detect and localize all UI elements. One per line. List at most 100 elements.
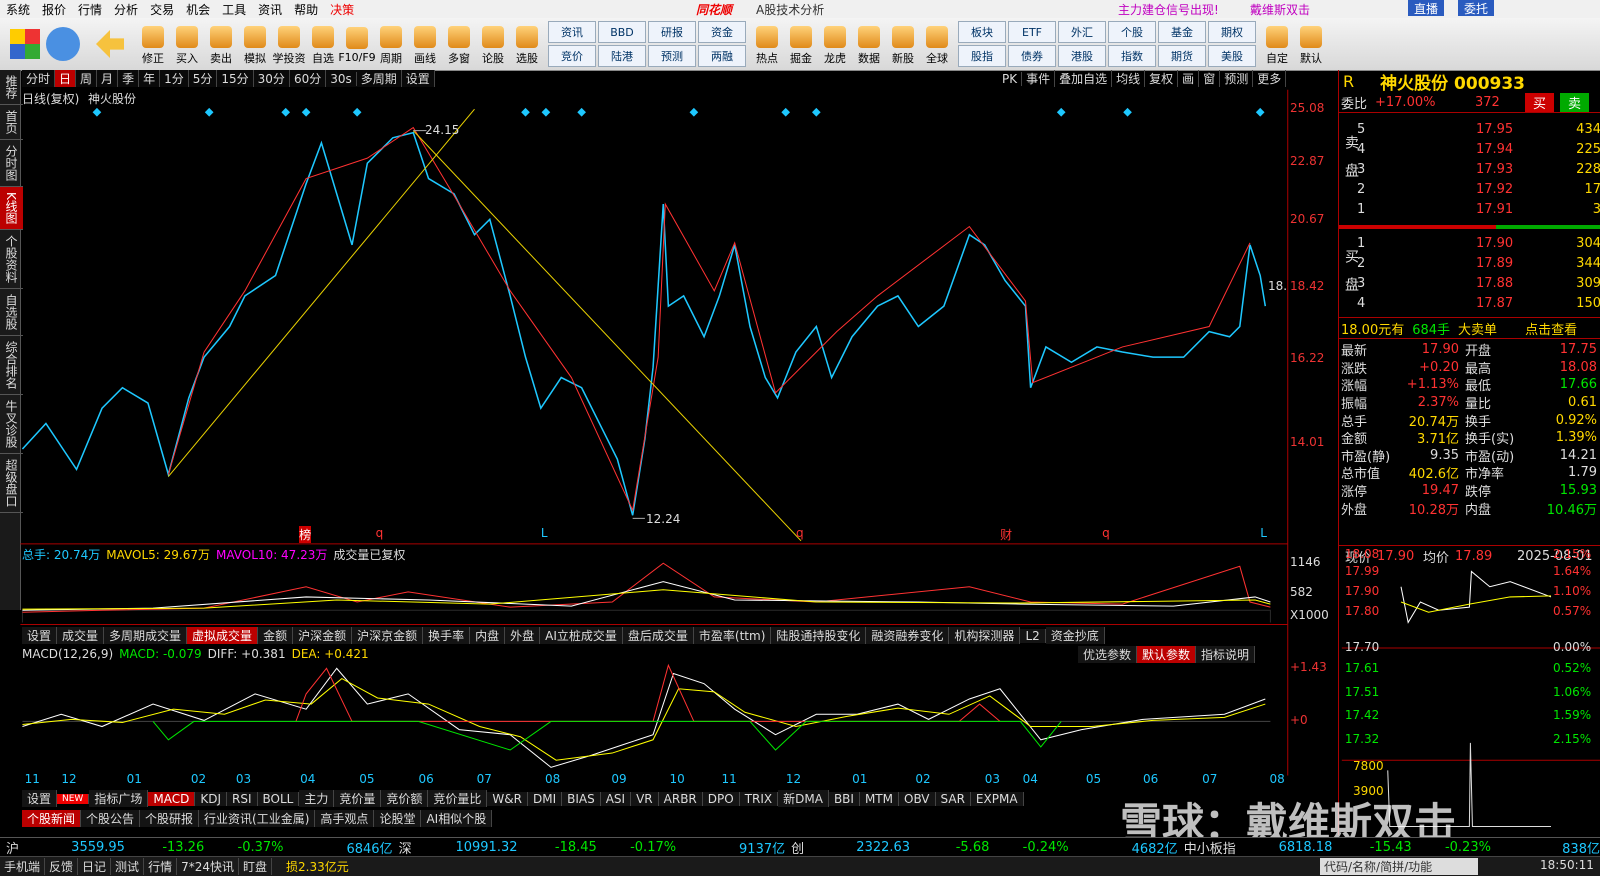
period-tab[interactable]: 1分: [160, 70, 189, 87]
period-tab[interactable]: 周: [76, 70, 98, 87]
volume-tab[interactable]: 机构探测器: [949, 627, 1021, 644]
bottom-link[interactable]: 盯盘: [239, 858, 272, 875]
tool-button[interactable]: 全球: [921, 23, 953, 66]
bottom-link[interactable]: 手机端: [0, 858, 46, 875]
tool-button[interactable]: 自选: [307, 23, 339, 66]
macd-button[interactable]: 优选参数: [1078, 646, 1138, 663]
indicator-tab[interactable]: 新DMA: [778, 790, 829, 807]
assistant-icon[interactable]: [46, 27, 80, 61]
period-tab[interactable]: 年: [139, 70, 161, 87]
volume-tab[interactable]: 多周期成交量: [104, 627, 188, 644]
tool-button[interactable]: 论股: [477, 23, 509, 66]
tool-link[interactable]: 两融: [698, 45, 746, 67]
period-tab[interactable]: 60分: [290, 70, 327, 87]
index-name[interactable]: 沪: [6, 842, 20, 857]
indicator-tab[interactable]: 竞价量: [334, 790, 382, 807]
tool-link[interactable]: 期货: [1158, 45, 1206, 67]
chart-tool[interactable]: 事件: [1022, 70, 1056, 87]
volume-tab[interactable]: L2: [1020, 628, 1046, 643]
sidebar-tab[interactable]: 个股资料: [0, 230, 23, 289]
sell-button[interactable]: 卖: [1560, 92, 1590, 112]
period-tab[interactable]: 日: [55, 70, 77, 87]
sidebar-tab[interactable]: 推荐: [0, 70, 23, 105]
tool-button[interactable]: 周期: [375, 23, 407, 66]
chart-tool[interactable]: 叠加自选: [1055, 70, 1113, 87]
menu-item[interactable]: 机会: [186, 2, 211, 17]
volume-tab[interactable]: 虚拟成交量: [187, 627, 259, 644]
logo-icon[interactable]: [10, 29, 40, 59]
sidebar-tab[interactable]: 牛叉诊股: [0, 395, 23, 454]
event-marker[interactable]: L: [1260, 525, 1267, 540]
tool-link[interactable]: 个股: [1108, 21, 1156, 43]
macd-button[interactable]: 指标说明: [1196, 646, 1256, 663]
chart-tool[interactable]: 复权: [1145, 70, 1179, 87]
menu-item[interactable]: 资讯: [258, 2, 283, 17]
sidebar-tab[interactable]: 自选股: [0, 289, 23, 336]
indicator-tab[interactable]: DMI: [527, 791, 563, 806]
index-name[interactable]: 深: [398, 842, 412, 857]
chart-tool[interactable]: 更多: [1253, 70, 1287, 87]
volume-tab[interactable]: 沪深金额: [293, 627, 353, 644]
indicator-tab[interactable]: NEW: [57, 793, 90, 804]
tool-link[interactable]: 基金: [1158, 21, 1206, 43]
tool-button[interactable]: 自定: [1261, 23, 1293, 66]
volume-tab[interactable]: 换手率: [423, 627, 471, 644]
indicator-tab[interactable]: 主力: [299, 790, 335, 807]
tool-button[interactable]: 模拟: [239, 23, 271, 66]
tool-link[interactable]: 竞价: [548, 45, 596, 67]
bottom-link[interactable]: 日记: [78, 858, 112, 875]
event-marker[interactable]: 榜: [299, 525, 312, 543]
tool-button[interactable]: 热点: [751, 23, 783, 66]
volume-tab[interactable]: 盘后成交量: [622, 627, 694, 644]
macd-button[interactable]: 默认参数: [1137, 646, 1197, 663]
event-marker[interactable]: q: [375, 525, 384, 540]
indicator-tab[interactable]: MACD: [148, 791, 196, 806]
volume-tab[interactable]: 设置: [22, 627, 58, 644]
period-tab[interactable]: 15分: [217, 70, 254, 87]
news-tab[interactable]: 个股研报: [140, 810, 200, 827]
chart-tool[interactable]: 均线: [1112, 70, 1146, 87]
bottom-link[interactable]: 测试: [111, 858, 145, 875]
index-name[interactable]: 中小板指: [1183, 842, 1236, 857]
menu-item[interactable]: 报价: [42, 2, 67, 17]
news-tab[interactable]: 高手观点: [315, 810, 375, 827]
period-tab[interactable]: 多周期: [357, 70, 402, 87]
menu-item[interactable]: 系统: [6, 2, 31, 17]
tool-link[interactable]: BBD: [598, 21, 646, 43]
search-box[interactable]: 代码/名称/简拼/功能: [1320, 858, 1478, 875]
sidebar-tab[interactable]: 首页: [0, 105, 23, 140]
indicator-tab[interactable]: ARBR: [658, 791, 703, 806]
sidebar-tab[interactable]: 超级盘口: [0, 454, 23, 513]
chart-tool[interactable]: PK: [998, 71, 1023, 86]
event-marker[interactable]: 财: [1000, 527, 1013, 542]
bottom-link[interactable]: 7*24快讯: [177, 858, 239, 875]
menu-item[interactable]: 交易: [150, 2, 175, 17]
indicator-tab[interactable]: W&R: [487, 791, 528, 806]
tool-button[interactable]: 买入: [171, 23, 203, 66]
chart-tool[interactable]: 窗: [1199, 70, 1221, 87]
tool-button[interactable]: 学投资: [273, 23, 306, 66]
tool-link[interactable]: 债券: [1008, 45, 1056, 67]
bottom-link[interactable]: 行情: [144, 858, 178, 875]
volume-tab[interactable]: 融资融券变化: [866, 627, 950, 644]
menu-item[interactable]: 分析: [114, 2, 139, 17]
tool-link[interactable]: 研报: [648, 21, 696, 43]
volume-tab[interactable]: 资金抄底: [1045, 627, 1105, 644]
tool-button[interactable]: 龙虎: [819, 23, 851, 66]
indicator-tab[interactable]: OBV: [899, 791, 936, 806]
tool-link[interactable]: 资讯: [548, 21, 596, 43]
indicator-tab[interactable]: DPO: [702, 791, 740, 806]
sidebar-tab[interactable]: K线图: [0, 187, 23, 230]
indicator-tab[interactable]: 竞价额: [381, 790, 429, 807]
menu-item[interactable]: 决策: [330, 2, 355, 17]
indicator-tab[interactable]: VR: [631, 791, 659, 806]
indicator-tab[interactable]: BOLL: [257, 791, 300, 806]
volume-tab[interactable]: 成交量: [57, 627, 105, 644]
tool-link[interactable]: 资金: [698, 21, 746, 43]
volume-tab[interactable]: AI立桩成交量: [540, 627, 623, 644]
index-name[interactable]: 创: [791, 842, 805, 857]
tool-button[interactable]: 画线: [409, 23, 441, 66]
tool-button[interactable]: 选股: [511, 23, 543, 66]
volume-tab[interactable]: 市盈率(ttm): [693, 627, 772, 644]
tool-link[interactable]: 板块: [958, 21, 1006, 43]
